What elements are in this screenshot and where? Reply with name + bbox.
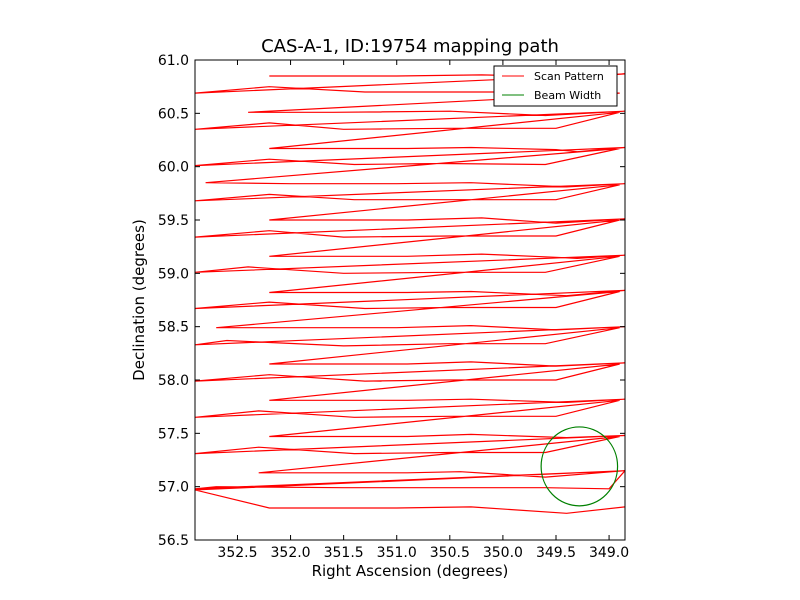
x-tick-label: 349.5 xyxy=(536,545,576,561)
x-tick-label: 351.5 xyxy=(324,545,364,561)
y-tick-label: 56.5 xyxy=(158,533,189,549)
y-axis: 56.5 57.0 57.5 58.0 58.5 59.0 59.5 60.0 60.5 61.0 xyxy=(158,53,625,549)
x-tick-label: 352.5 xyxy=(217,545,257,561)
y-tick-label: 60.5 xyxy=(158,106,189,122)
beam-width-circle xyxy=(540,426,619,507)
plot-frame xyxy=(194,59,626,541)
x-tick-label: 352.0 xyxy=(271,545,311,561)
x-tick-label: 350.0 xyxy=(483,545,523,561)
y-axis-title: Declination (degrees) xyxy=(130,219,148,381)
legend: Scan Pattern Beam Width xyxy=(493,65,618,107)
y-tick-label: 58.5 xyxy=(158,320,189,336)
x-tick-label: 350.5 xyxy=(430,545,470,561)
x-tick-label: 351.0 xyxy=(377,545,417,561)
legend-beam-width-label: Beam Width xyxy=(534,89,601,102)
y-tick-label: 58.0 xyxy=(158,373,189,389)
x-axis-title: Right Ascension (degrees) xyxy=(312,562,509,580)
x-tick-label: 349.0 xyxy=(589,545,629,561)
y-tick-label: 57.0 xyxy=(158,480,189,496)
y-tick-label: 59.0 xyxy=(158,266,189,282)
y-tick-label: 59.5 xyxy=(158,213,189,229)
y-tick-label: 60.0 xyxy=(158,160,189,176)
y-tick-label: 61.0 xyxy=(158,53,189,69)
chart-title: CAS-A-1, ID:19754 mapping path xyxy=(261,36,559,57)
y-tick-label: 57.5 xyxy=(158,426,189,442)
plot-area xyxy=(195,73,625,514)
x-axis: 352.5 352.0 351.5 351.0 350.5 350.0 349.5 349.0 xyxy=(217,60,629,561)
scan-pattern-line xyxy=(195,73,625,514)
legend-box xyxy=(493,65,618,107)
legend-scan-pattern-label: Scan Pattern xyxy=(534,70,604,83)
